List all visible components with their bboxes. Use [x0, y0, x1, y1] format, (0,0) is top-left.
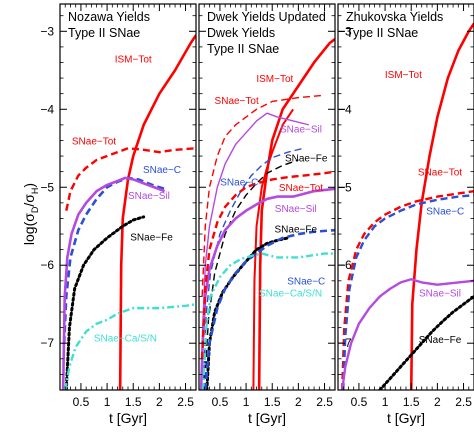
series-line-3-2: [340, 189, 474, 390]
series-label-2-9: SNae−Fe: [275, 224, 318, 235]
y-tick-label: −4: [40, 102, 54, 116]
series-line-2-8: [200, 170, 335, 359]
panel-title-line: Dwek Yields Updated: [207, 10, 326, 24]
series-label-2-1: ISM−Tot: [256, 74, 293, 85]
panel-title-line: Type II SNae: [207, 42, 279, 56]
x-tick-label: 2.5: [316, 395, 333, 409]
panel-frame: [337, 3, 474, 391]
series-label-3-4: SNae−Sil: [419, 288, 461, 299]
x-tick-label: 2.5: [455, 395, 472, 409]
series-line-2-1: [257, 38, 335, 390]
panel-3: ISM−TotSNae−TotSNae−CSNae−SilSNae−Fe−7−6…: [337, 3, 474, 426]
series-label-3-1: ISM−Tot: [385, 70, 422, 81]
series-label-2-6: SNae−Fe: [285, 154, 328, 165]
x-axis-label: t [Gyr]: [387, 410, 425, 426]
x-tick-label: 2: [295, 395, 302, 409]
series-line-2-6: [203, 159, 299, 390]
x-axis-label: t [Gyr]: [248, 410, 286, 426]
panel-frame: [198, 3, 336, 391]
x-tick-label: 2: [434, 395, 441, 409]
series-line-1-1: [118, 34, 196, 390]
x-tick-label: 1.5: [125, 395, 142, 409]
x-tick-label: 2.5: [177, 395, 194, 409]
series-line-3-4: [340, 278, 474, 390]
series-line-2-9: [205, 236, 290, 390]
series-line-3-5: [378, 294, 474, 390]
y-tick-label: −4: [338, 102, 352, 116]
y-tick-label: −6: [338, 258, 352, 272]
series-line-2-10: [203, 228, 335, 390]
panel-title-line: Type II SNae: [346, 26, 418, 40]
y-tick-label: −5: [338, 180, 352, 194]
y-tick-label: −3: [338, 24, 352, 38]
series-line-3-1: [409, 22, 474, 390]
series-line-1-3: [62, 176, 165, 344]
y-tick-label: −3: [40, 24, 54, 38]
x-tick-label: 0.5: [73, 395, 90, 409]
panel-title-line: Dwek Yields: [207, 26, 275, 40]
series-label-2-3: SNae−Tot: [215, 96, 259, 107]
series-line-1-6: [64, 303, 196, 390]
x-tick-label: 1: [104, 395, 111, 409]
series-label-1-3: SNae−C: [143, 165, 181, 176]
x-tick-label: 2: [156, 395, 163, 409]
panel-1-series: [61, 34, 196, 390]
panel-title-line: Nozawa Yields: [68, 10, 150, 24]
x-tick-label: 1.5: [403, 395, 420, 409]
series-line-2-11: [201, 252, 335, 390]
series-label-2-10: SNae−C: [287, 277, 325, 288]
series-line-2-3: [201, 94, 325, 297]
x-axis-label: t [Gyr]: [109, 410, 147, 426]
plot-root: ISM−Tot SNae−Tot SNae−C SNae−Sil SNae−Fe SNae…: [40, 3, 474, 426]
series-label-2-4: SNae−Sil: [280, 125, 322, 136]
series-label-2-11: SNae−Ca/S/N: [259, 288, 322, 299]
x-tick-label: 1: [382, 395, 389, 409]
series-label-2-8: SNae−Tot: [279, 183, 323, 194]
series-line-1-5: [64, 215, 146, 390]
series-label-3-3: SNae−C: [426, 207, 464, 218]
series-line-1-4: [61, 176, 166, 390]
series-line-2-5: [202, 147, 304, 390]
y-axis-label: log(σD/σH): [21, 183, 40, 245]
x-tick-label: 0.5: [212, 395, 229, 409]
series-line-3-3: [342, 193, 474, 390]
series-label-2-5: SNae−C: [220, 178, 258, 189]
x-tick-label: 0.5: [351, 395, 368, 409]
panel-3-series: [340, 22, 474, 390]
panel-1: ISM−Tot SNae−Tot SNae−C SNae−Sil SNae−Fe SNae…: [40, 3, 197, 426]
series-line-1-2: [65, 147, 196, 211]
series-label-1-4: SNae−Sil: [128, 191, 170, 202]
series-label-3-2: SNae−Tot: [418, 168, 462, 179]
series-label-1-5: SNae−Fe: [130, 232, 173, 243]
x-tick-label: 1: [243, 395, 250, 409]
series-line-2-2: [252, 108, 294, 390]
series-label-1-6: SNae−Ca/S/N: [94, 334, 157, 345]
panel-frame: [59, 3, 197, 391]
panel-title-line: Type II SNae: [68, 26, 140, 40]
y-tick-label: −6: [40, 258, 54, 272]
series-label-2-7: SNae−Sil: [275, 204, 317, 215]
y-tick-label: −5: [40, 180, 54, 194]
x-tick-label: 1.5: [264, 395, 281, 409]
panel-title-line: Zhukovska Yields: [346, 10, 443, 24]
series-label-1-1: ISM−Tot: [115, 54, 152, 65]
series-label-1-2: SNae−Tot: [72, 136, 116, 147]
y-tick-label: −7: [40, 336, 54, 350]
series-label-3-5: SNae−Fe: [419, 335, 462, 346]
panel-2: ISM−Tot SNae−Tot SNae−Sil SNae−C SNae−Fe SNae…: [198, 3, 352, 426]
